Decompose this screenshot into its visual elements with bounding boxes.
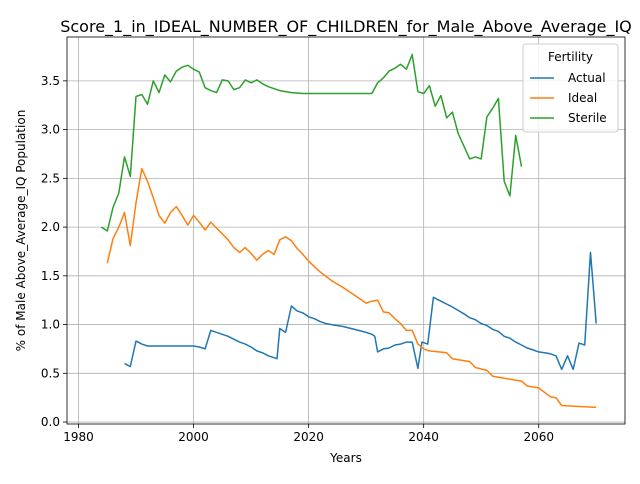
x-tick-label: 2040 bbox=[408, 430, 439, 444]
y-tick-label: 2.0 bbox=[41, 220, 60, 234]
x-tick-label: 2000 bbox=[178, 430, 209, 444]
legend-label-actual: Actual bbox=[568, 71, 606, 85]
axis-ticks: 1980 2000 2020 2040 2060 0.0 0.5 1.0 1.5 2.0 2.5 3.… bbox=[41, 74, 554, 444]
y-tick-label: 2.5 bbox=[41, 171, 60, 185]
y-tick-label: 0.0 bbox=[41, 415, 60, 429]
series-line-actual bbox=[124, 251, 597, 371]
y-tick-label: 1.5 bbox=[41, 269, 60, 283]
chart-title: Score_1_in_IDEAL_NUMBER_OF_CHILDREN_for_… bbox=[60, 17, 632, 37]
plot-area-frame bbox=[66, 36, 626, 425]
grid bbox=[67, 37, 625, 424]
x-tick-label: 2020 bbox=[293, 430, 324, 444]
y-tick-label: 0.5 bbox=[41, 366, 60, 380]
y-axis-label: % of Male Above_Average_IQ Population bbox=[14, 110, 28, 352]
x-tick-label: 1980 bbox=[63, 430, 94, 444]
legend-box bbox=[522, 43, 619, 133]
plot-lines bbox=[101, 53, 597, 409]
x-tick-label: 2060 bbox=[523, 430, 554, 444]
y-tick-label: 3.0 bbox=[41, 123, 60, 137]
y-tick-label: 3.5 bbox=[41, 74, 60, 88]
x-axis-label: Years bbox=[329, 451, 362, 465]
legend-label-sterile: Sterile bbox=[568, 111, 607, 125]
legend-label-ideal: Ideal bbox=[568, 91, 597, 105]
legend-title: Fertility bbox=[548, 50, 593, 64]
series-line-sterile bbox=[101, 53, 523, 232]
series-line-ideal bbox=[106, 167, 597, 409]
y-tick-label: 1.0 bbox=[41, 318, 60, 332]
legend: Fertility Actual Ideal Sterile bbox=[522, 43, 619, 133]
